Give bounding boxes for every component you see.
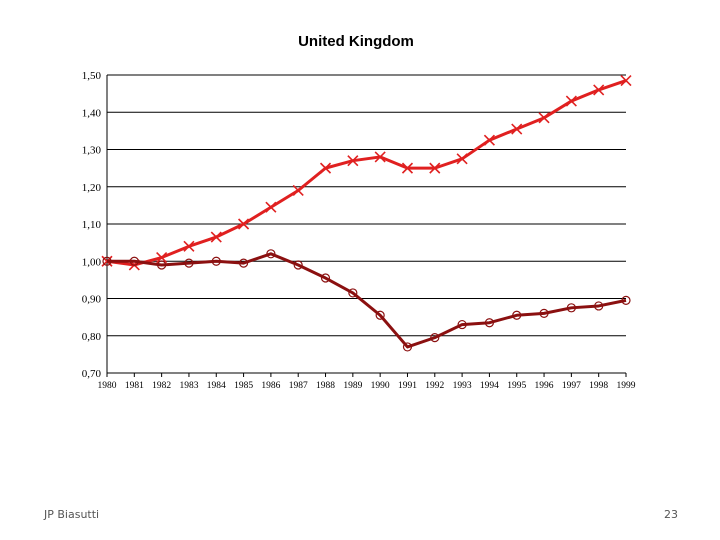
data-point-circle-marker — [129, 256, 139, 266]
x-tick-label: 1990 — [371, 381, 390, 391]
data-point-circle-marker — [211, 256, 221, 266]
data-point-x-marker — [183, 240, 195, 252]
data-point-x-marker — [292, 184, 304, 197]
data-point-x-marker — [511, 123, 523, 135]
data-point-x-marker — [156, 251, 168, 264]
x-tick-label: 1981 — [125, 381, 144, 391]
y-tick-label: 0,70 — [82, 368, 102, 380]
x-tick-label: 1982 — [152, 381, 171, 391]
x-tick-label: 1998 — [589, 381, 608, 391]
data-point-circle-marker — [539, 308, 549, 318]
y-tick-label: 1,20 — [82, 182, 102, 194]
data-point-circle-marker — [430, 333, 440, 343]
data-point-circle-marker — [621, 295, 631, 305]
x-tick-label: 1995 — [507, 381, 526, 391]
y-tick-label: 1,50 — [82, 70, 102, 82]
data-point-circle-marker — [348, 288, 358, 298]
grid-lines — [107, 74, 626, 337]
series-group — [101, 75, 632, 352]
data-point-x-marker — [347, 155, 359, 167]
footer-author: JP Biasutti — [44, 508, 100, 521]
series-line-2 — [107, 252, 627, 349]
data-point-circle-marker — [102, 256, 112, 266]
data-point-circle-marker — [238, 258, 249, 268]
data-point-circle-marker — [402, 342, 413, 352]
y-tick-label: 1,00 — [82, 256, 102, 268]
data-point-circle-marker — [512, 310, 522, 320]
data-point-x-marker — [483, 134, 495, 146]
x-tick-label: 1985 — [234, 381, 253, 391]
y-tick-label: 1,30 — [82, 145, 102, 157]
series-line-1 — [106, 79, 627, 267]
chart-title: United Kingdom — [298, 33, 414, 50]
x-tick-label: 1983 — [179, 381, 198, 391]
data-point-x-marker — [538, 112, 550, 124]
axes — [106, 75, 627, 377]
x-tick-labels: 1980 1981 1982 1983 1984 1985 1986 1987 1988 1989… — [98, 381, 636, 391]
y-tick-labels: 0,70 0,80 0,90 1,00 1,10 1,20 1,30 1,40 1,50 — [82, 70, 102, 380]
data-point-x-marker — [401, 162, 414, 174]
data-point-x-marker — [319, 162, 332, 174]
data-point-circle-marker — [266, 249, 276, 259]
x-tick-label: 1994 — [480, 381, 499, 391]
x-tick-label: 1988 — [316, 381, 335, 391]
data-point-x-marker — [620, 75, 632, 87]
x-tick-label: 1991 — [398, 381, 417, 391]
x-tick-label: 1989 — [343, 381, 362, 391]
data-point-circle-marker — [184, 258, 194, 268]
x-tick-label: 1987 — [289, 381, 308, 391]
data-point-circle-marker — [484, 318, 495, 328]
y-tick-label: 0,90 — [82, 294, 102, 306]
footer-page-number: 23 — [664, 508, 678, 521]
data-point-circle-marker — [375, 310, 385, 320]
x-tick-label: 1997 — [562, 381, 581, 391]
data-point-x-marker — [210, 231, 222, 243]
data-point-x-marker — [429, 162, 441, 174]
data-point-x-marker — [593, 84, 605, 96]
data-point-x-marker — [565, 95, 577, 107]
x-tick-label: 1992 — [425, 381, 444, 391]
y-tick-label: 1,40 — [82, 107, 102, 119]
data-point-circle-marker — [457, 319, 467, 330]
y-tick-label: 0,80 — [82, 331, 102, 343]
data-point-x-marker — [374, 151, 386, 163]
data-point-x-marker — [238, 218, 250, 230]
x-tick-label: 1986 — [261, 381, 280, 391]
data-point-circle-marker — [157, 260, 167, 270]
x-tick-label: 1984 — [207, 381, 226, 391]
data-point-x-marker — [265, 201, 277, 213]
x-tick-label: 1993 — [453, 381, 472, 391]
data-point-x-marker — [456, 153, 468, 165]
x-tick-label: 1980 — [98, 381, 117, 391]
x-tick-label: 1999 — [617, 381, 636, 391]
data-point-circle-marker — [320, 273, 331, 283]
x-tick-label: 1996 — [535, 381, 554, 391]
data-point-circle-marker — [293, 260, 303, 270]
data-point-circle-marker — [594, 301, 604, 311]
data-point-circle-marker — [566, 303, 576, 313]
y-tick-label: 1,10 — [82, 219, 102, 231]
